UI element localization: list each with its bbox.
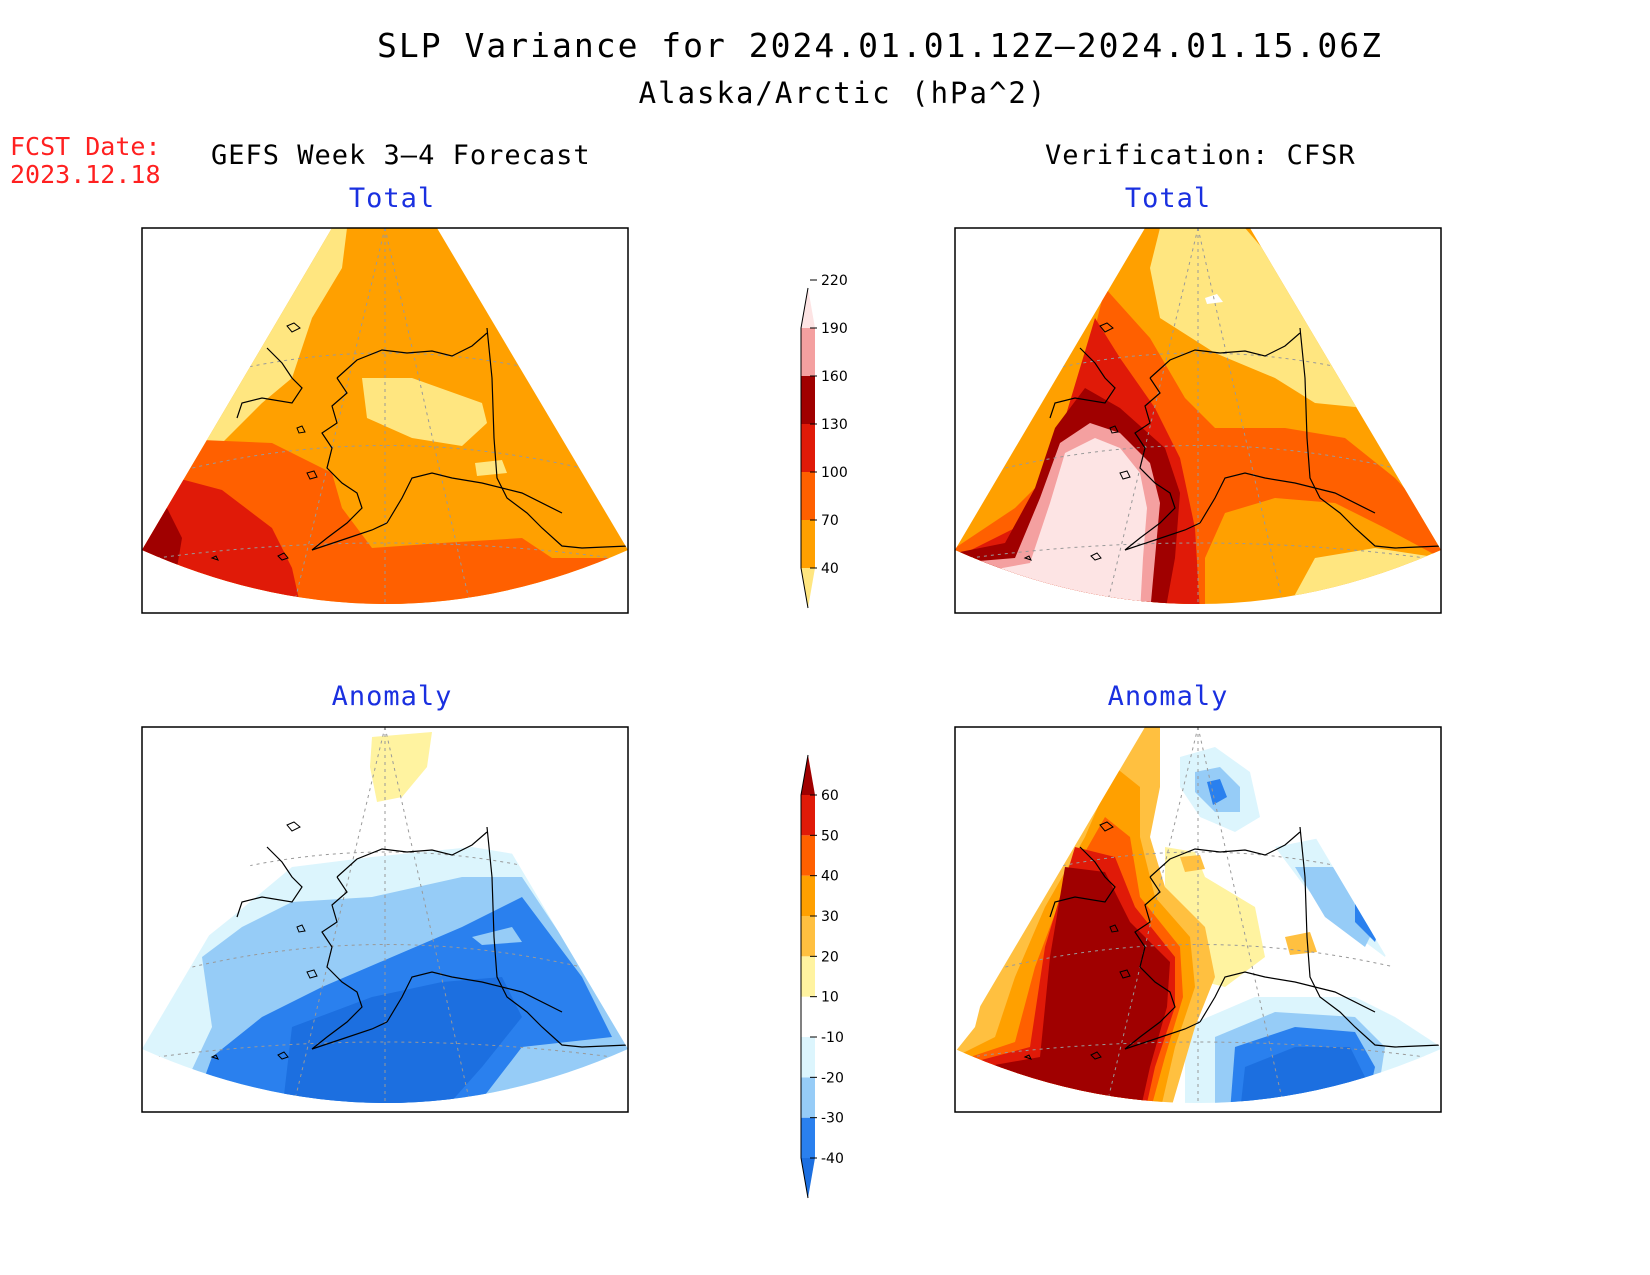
field-yellow-north — [1150, 228, 1365, 408]
total-colorbar-label: 220 — [821, 273, 848, 289]
anomaly-colorbar-label: -30 — [821, 1111, 844, 1127]
anomaly-colorbar-label: 10 — [821, 990, 839, 1006]
field-light-blue-east — [1295, 867, 1375, 947]
fcst-date-value: 2023.12.18 — [10, 160, 161, 189]
total-colorbar-segment — [801, 520, 815, 568]
anomaly-colorbar-segment — [801, 1117, 815, 1158]
anomaly-colorbar-segment — [801, 875, 815, 916]
anomaly-colorbar-segment — [801, 996, 815, 1037]
total-colorbar-label: 130 — [821, 417, 848, 433]
total-colorbar-outline — [800, 287, 809, 609]
anomaly-colorbar-label: 30 — [821, 909, 839, 925]
fcst-date-label: FCST Date: — [10, 132, 161, 161]
panel-frame — [141, 726, 629, 1113]
total-colorbar-label: 70 — [821, 513, 839, 529]
total-colorbar-tip-bottom — [801, 568, 815, 608]
field-gold-patch — [1180, 855, 1205, 872]
total-colorbar-label: 40 — [821, 561, 839, 577]
verification-column-title: Verification: CFSR — [1045, 140, 1356, 171]
verification-total-title: Total — [1124, 183, 1212, 214]
anomaly-colorbar-label: -20 — [821, 1070, 844, 1086]
anomaly-colorbar-label: 50 — [821, 828, 839, 844]
total-colorbar-tip-top — [801, 288, 815, 328]
anomaly-colorbar-label: 20 — [821, 949, 839, 965]
total-colorbar-segment — [801, 376, 815, 424]
anomaly-colorbar-label: -10 — [821, 1030, 844, 1046]
field-yellow-interior — [362, 378, 487, 446]
total-colorbar-label: 160 — [821, 369, 848, 385]
field-yellow-patch — [475, 460, 507, 476]
verification-anomaly-title: Anomaly — [1107, 681, 1229, 712]
panel-frame — [954, 227, 1442, 614]
total-colorbar-label: 100 — [821, 465, 848, 481]
total-colorbar-label: 190 — [821, 321, 848, 337]
forecast-total-title: Total — [348, 183, 436, 214]
anomaly-colorbar-label: -40 — [821, 1151, 844, 1167]
anomaly-colorbar-segment — [801, 956, 815, 997]
figure-subtitle: Alaska/Arctic (hPa^2) — [638, 76, 1048, 110]
anomaly-colorbar-tip-bottom — [801, 1158, 815, 1198]
total-colorbar-segment — [801, 424, 815, 472]
anomaly-colorbar: -40 -30 -20 -10 10 20 30 40 50 60 — [800, 754, 844, 1199]
field-blue-north — [1207, 779, 1227, 805]
anomaly-colorbar-label: 40 — [821, 869, 839, 885]
verification-anomaly-map — [954, 726, 1442, 1113]
field-dark-blue — [282, 977, 522, 1103]
anomaly-colorbar-segment — [801, 795, 815, 836]
anomaly-colorbar-label: 60 — [821, 788, 839, 804]
forecast-anomaly-title: Anomaly — [331, 681, 453, 712]
forecast-column-title: GEFS Week 3–4 Forecast — [211, 140, 591, 171]
anomaly-colorbar-segment — [801, 1037, 815, 1078]
figure-title: SLP Variance for 2024.01.01.12Z–2024.01.… — [377, 26, 1383, 65]
field-light-blue-patch — [472, 927, 522, 945]
anomaly-colorbar-outline — [800, 754, 809, 1199]
anomaly-colorbar-tip-top — [801, 755, 815, 795]
anomaly-colorbar-segment — [801, 1077, 815, 1118]
verification-total-map — [954, 227, 1442, 614]
panel-frame — [141, 227, 629, 614]
forecast-anomaly-map — [141, 726, 629, 1113]
panel-frame — [954, 726, 1442, 1113]
forecast-total-map — [141, 227, 629, 614]
anomaly-colorbar-segment — [801, 916, 815, 957]
total-colorbar-segment — [801, 472, 815, 520]
anomaly-colorbar-segment — [801, 835, 815, 876]
total-colorbar-segment — [801, 328, 815, 376]
field-light-pink — [975, 438, 1147, 604]
total-colorbar: 40 70 100 130 160 190 220 — [800, 273, 848, 609]
